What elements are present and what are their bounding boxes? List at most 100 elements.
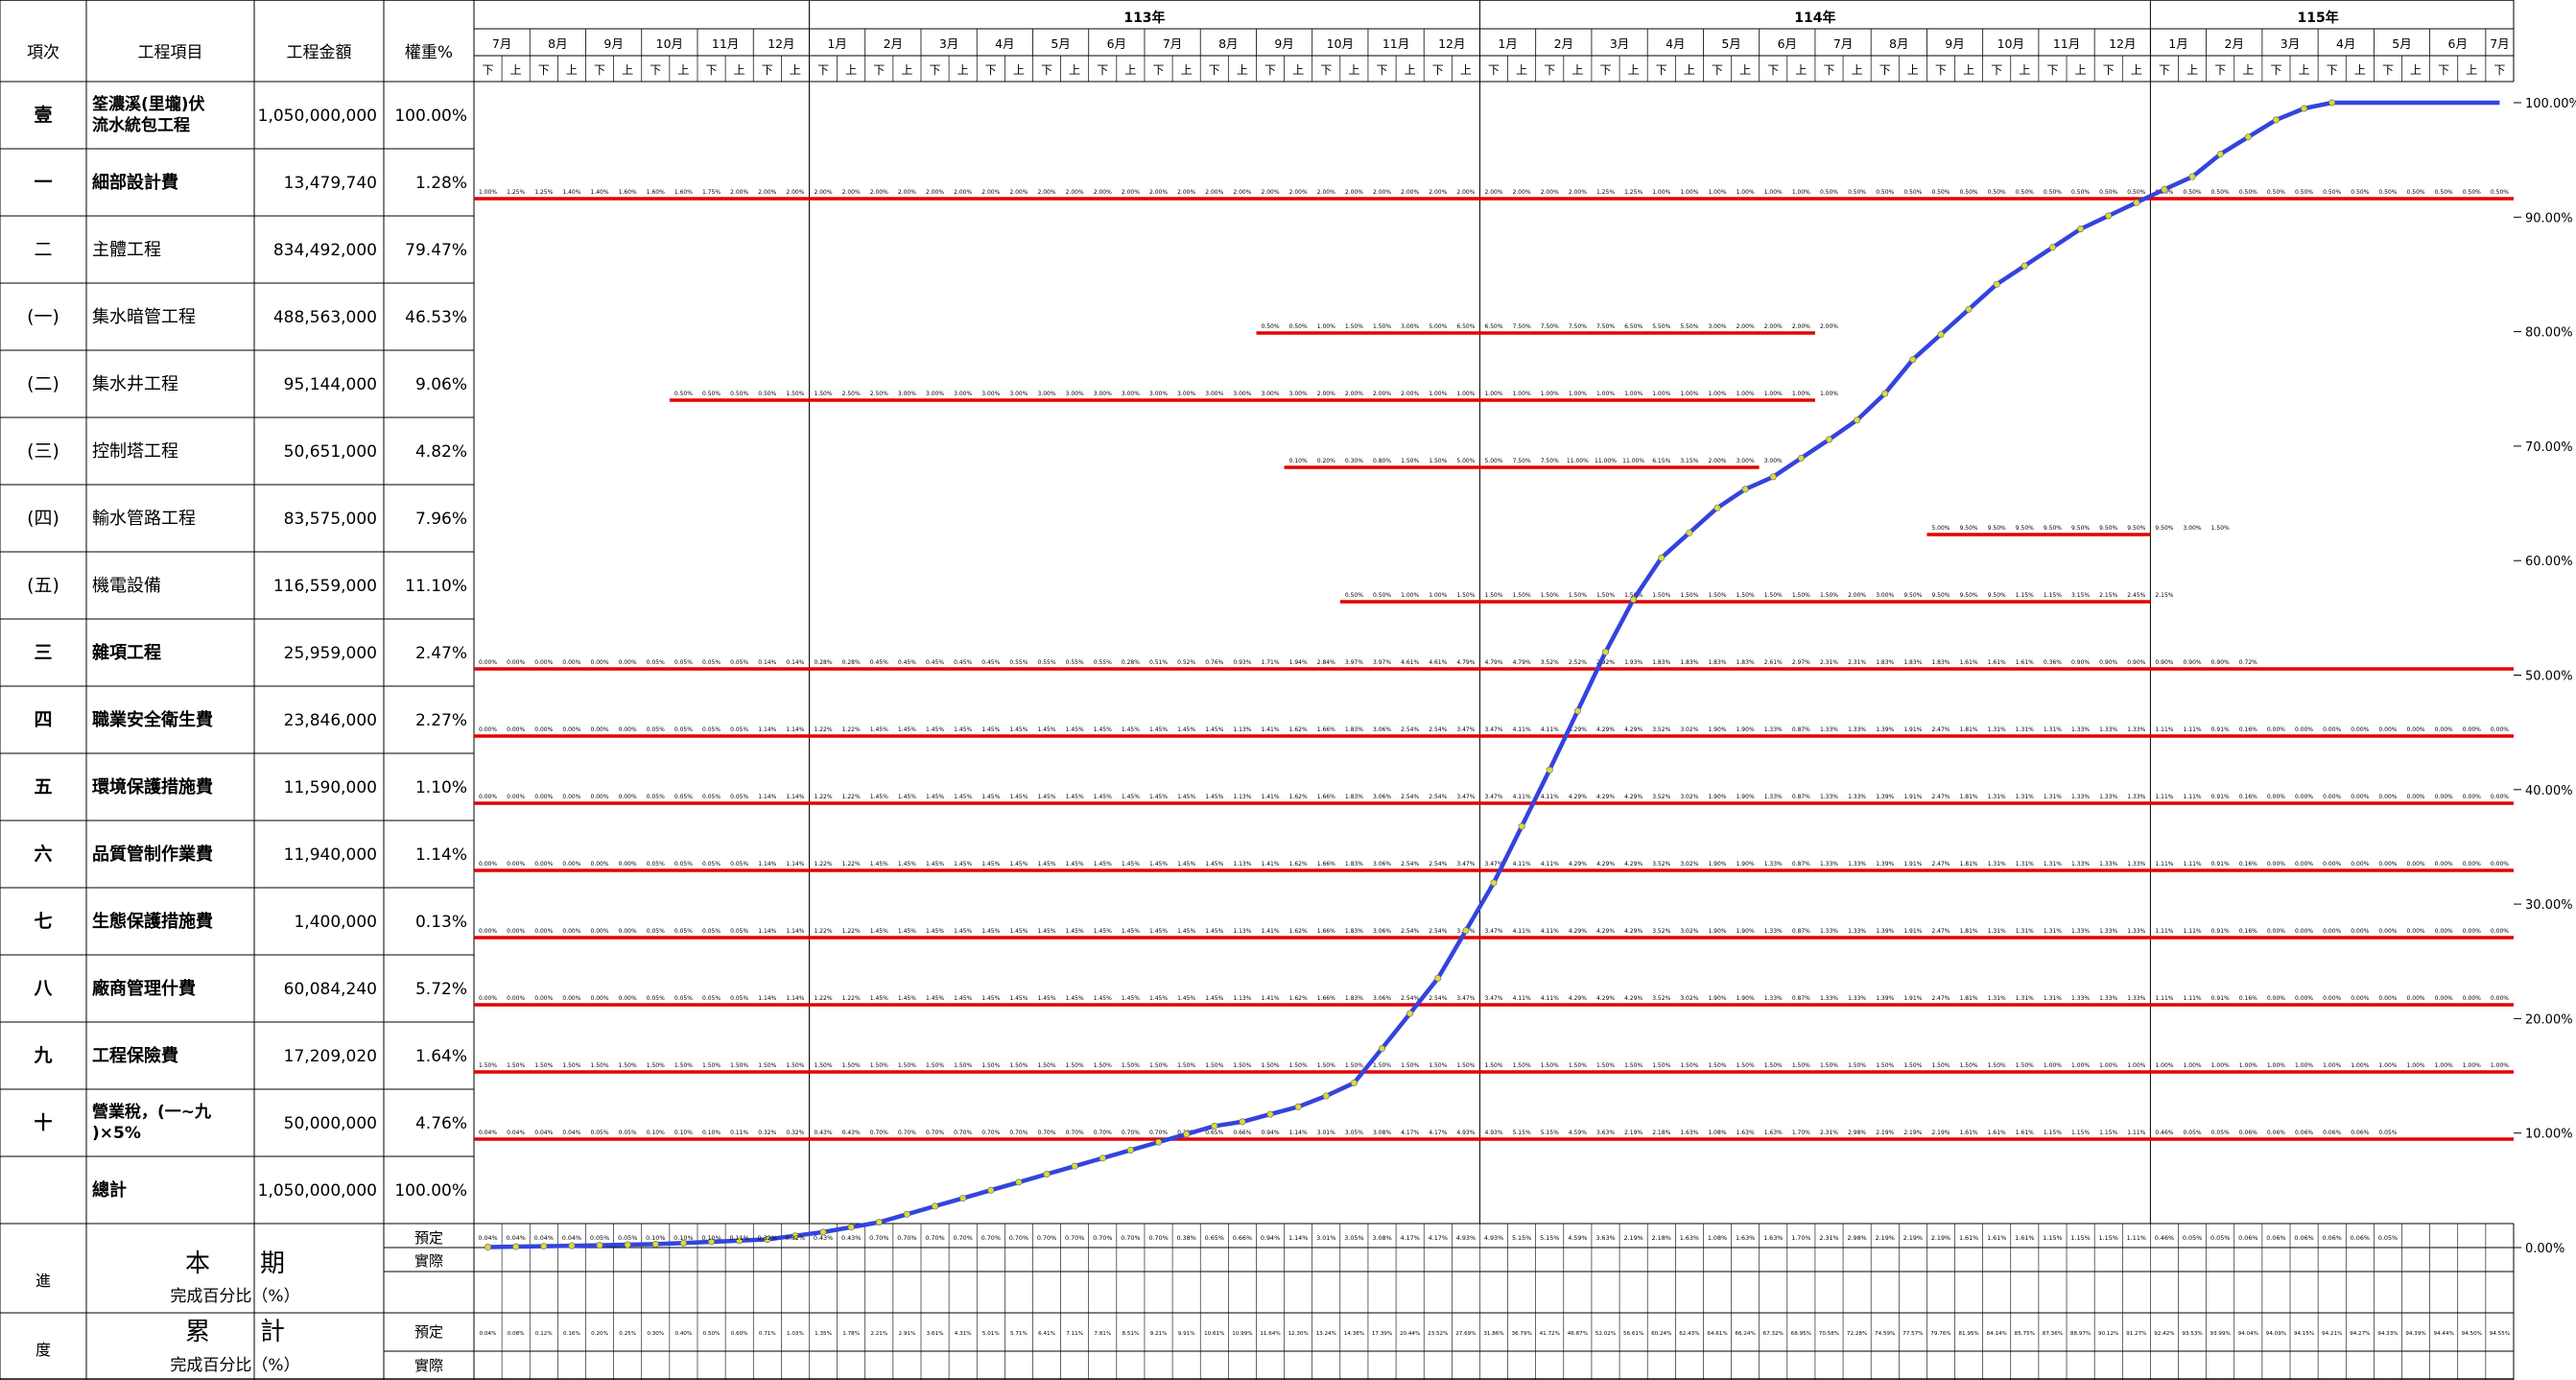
period-percent: 1.22% (842, 928, 861, 935)
period-percent: 1.91% (1903, 794, 1922, 800)
row-weight: 46.53% (405, 308, 467, 327)
period-percent: 1.83% (1931, 659, 1950, 666)
period-percent: 1.50% (1652, 592, 1670, 599)
period-percent: 1.11% (2184, 928, 2202, 935)
header-half: 下 (1264, 63, 1276, 77)
axis-label: 90.00% (2525, 211, 2573, 226)
period-percent: 1.61% (1960, 1130, 1978, 1136)
row-name: 細部設計費 (92, 172, 178, 193)
curve-point (2244, 133, 2252, 141)
period-percent: 3.97% (1373, 659, 1391, 666)
header-half: 上 (1124, 63, 1136, 77)
period-percent: 2.47% (1931, 995, 1950, 1002)
period-percent: 4.11% (1541, 861, 1559, 868)
actual-label: 實際 (414, 1252, 443, 1270)
current-percent: 0.43% (814, 1234, 833, 1242)
period-percent: 4.29% (1624, 928, 1642, 935)
period-percent: 1.83% (1652, 659, 1670, 666)
period-percent: 2.19% (1931, 1130, 1950, 1136)
period-percent: 0.00% (2491, 726, 2509, 733)
cumulative-percent: 62.43% (1679, 1331, 1699, 1337)
current-percent: 4.93% (1456, 1234, 1476, 1242)
period-percent: 1.90% (1708, 794, 1726, 800)
row-no: (三) (27, 440, 59, 462)
period-percent: 1.31% (1988, 861, 2006, 868)
header-half: 上 (1795, 63, 1807, 77)
curve-point (1294, 1103, 1302, 1110)
period-percent: 1.33% (1764, 995, 1783, 1002)
period-percent: 1.45% (1205, 995, 1223, 1002)
period-percent: 1.50% (1289, 1062, 1308, 1069)
period-percent: 0.50% (2239, 189, 2257, 196)
period-percent: 1.45% (1122, 995, 1140, 1002)
period-percent: 2.47% (1931, 861, 1950, 868)
period-percent: 9.50% (1988, 592, 2006, 599)
period-percent: 0.70% (1037, 1130, 1055, 1136)
header-year: 114年 (1794, 10, 1835, 26)
period-percent: 1.50% (1569, 592, 1587, 599)
header-half: 上 (2131, 63, 2142, 77)
period-percent: 1.00% (2239, 1062, 2257, 1069)
row-amount: 13,479,740 (284, 174, 377, 193)
period-percent: 0.05% (730, 726, 748, 733)
period-percent: 1.31% (2044, 995, 2062, 1002)
period-percent: 0.11% (730, 1130, 748, 1136)
period-percent: 7.50% (1513, 323, 1531, 330)
cumulative-percent: 68.95% (1791, 1331, 1811, 1337)
period-percent: 0.00% (562, 726, 580, 733)
period-percent: 4.79% (1484, 659, 1502, 666)
current-ratio-label: 完成百分比（%） (170, 1287, 299, 1306)
row-weight: 7.96% (415, 510, 467, 529)
period-percent: 1.50% (1513, 1062, 1531, 1069)
period-percent: 1.45% (1149, 861, 1168, 868)
period-percent: 3.47% (1484, 726, 1502, 733)
period-percent: 1.11% (2184, 794, 2202, 800)
header-half: 上 (1013, 63, 1025, 77)
period-percent: 0.50% (1820, 189, 1838, 196)
period-percent: 1.60% (674, 189, 693, 196)
period-percent: 2.54% (1429, 794, 1447, 800)
period-percent: 1.45% (1149, 794, 1168, 800)
period-percent: 0.43% (815, 1130, 833, 1136)
current-percent: 0.70% (954, 1234, 973, 1242)
period-percent: 0.00% (507, 928, 525, 935)
period-percent: 1.90% (1737, 861, 1755, 868)
period-percent: 2.00% (1177, 189, 1195, 196)
period-percent: 0.50% (1848, 189, 1866, 196)
period-percent: 1.13% (1233, 726, 1251, 733)
period-percent: 3.05% (1345, 1130, 1363, 1136)
header-half: 上 (2186, 63, 2198, 77)
header-month: 6月 (1107, 36, 1126, 51)
period-percent: 1.81% (1960, 928, 1978, 935)
period-percent: 1.50% (1708, 592, 1726, 599)
period-percent: 5.00% (1429, 323, 1447, 330)
period-percent: 4.11% (1513, 794, 1531, 800)
period-percent: 4.11% (1541, 928, 1559, 935)
period-percent: 1.60% (619, 189, 637, 196)
curve-point (1741, 486, 1749, 493)
period-percent: 1.90% (1737, 928, 1755, 935)
period-percent: 0.87% (1792, 794, 1810, 800)
period-percent: 0.00% (507, 794, 525, 800)
period-percent: 3.01% (1317, 1130, 1335, 1136)
period-percent: 1.50% (1624, 1062, 1642, 1069)
period-percent: 2.00% (1456, 189, 1475, 196)
row-amount: 25,959,000 (284, 644, 377, 663)
cumulative-percent: 9.21% (1150, 1331, 1168, 1337)
header-month: 1月 (1498, 36, 1517, 51)
period-percent: 1.11% (2155, 726, 2173, 733)
period-percent: 1.45% (926, 995, 944, 1002)
period-percent: 1.45% (1009, 794, 1028, 800)
period-percent: 1.45% (1205, 928, 1223, 935)
period-percent: 1.00% (2463, 1062, 2481, 1069)
cumulative-percent: 92.42% (2154, 1331, 2174, 1337)
period-percent: 2.61% (1764, 659, 1783, 666)
period-percent: 1.00% (2071, 1062, 2090, 1069)
row-amount: 11,940,000 (284, 845, 377, 865)
period-percent: 4.59% (1569, 1130, 1587, 1136)
period-percent: 1.45% (1177, 928, 1195, 935)
curve-point (2133, 199, 2140, 206)
cumulative-curve (487, 100, 2500, 1249)
period-percent: 0.87% (1792, 995, 1810, 1002)
